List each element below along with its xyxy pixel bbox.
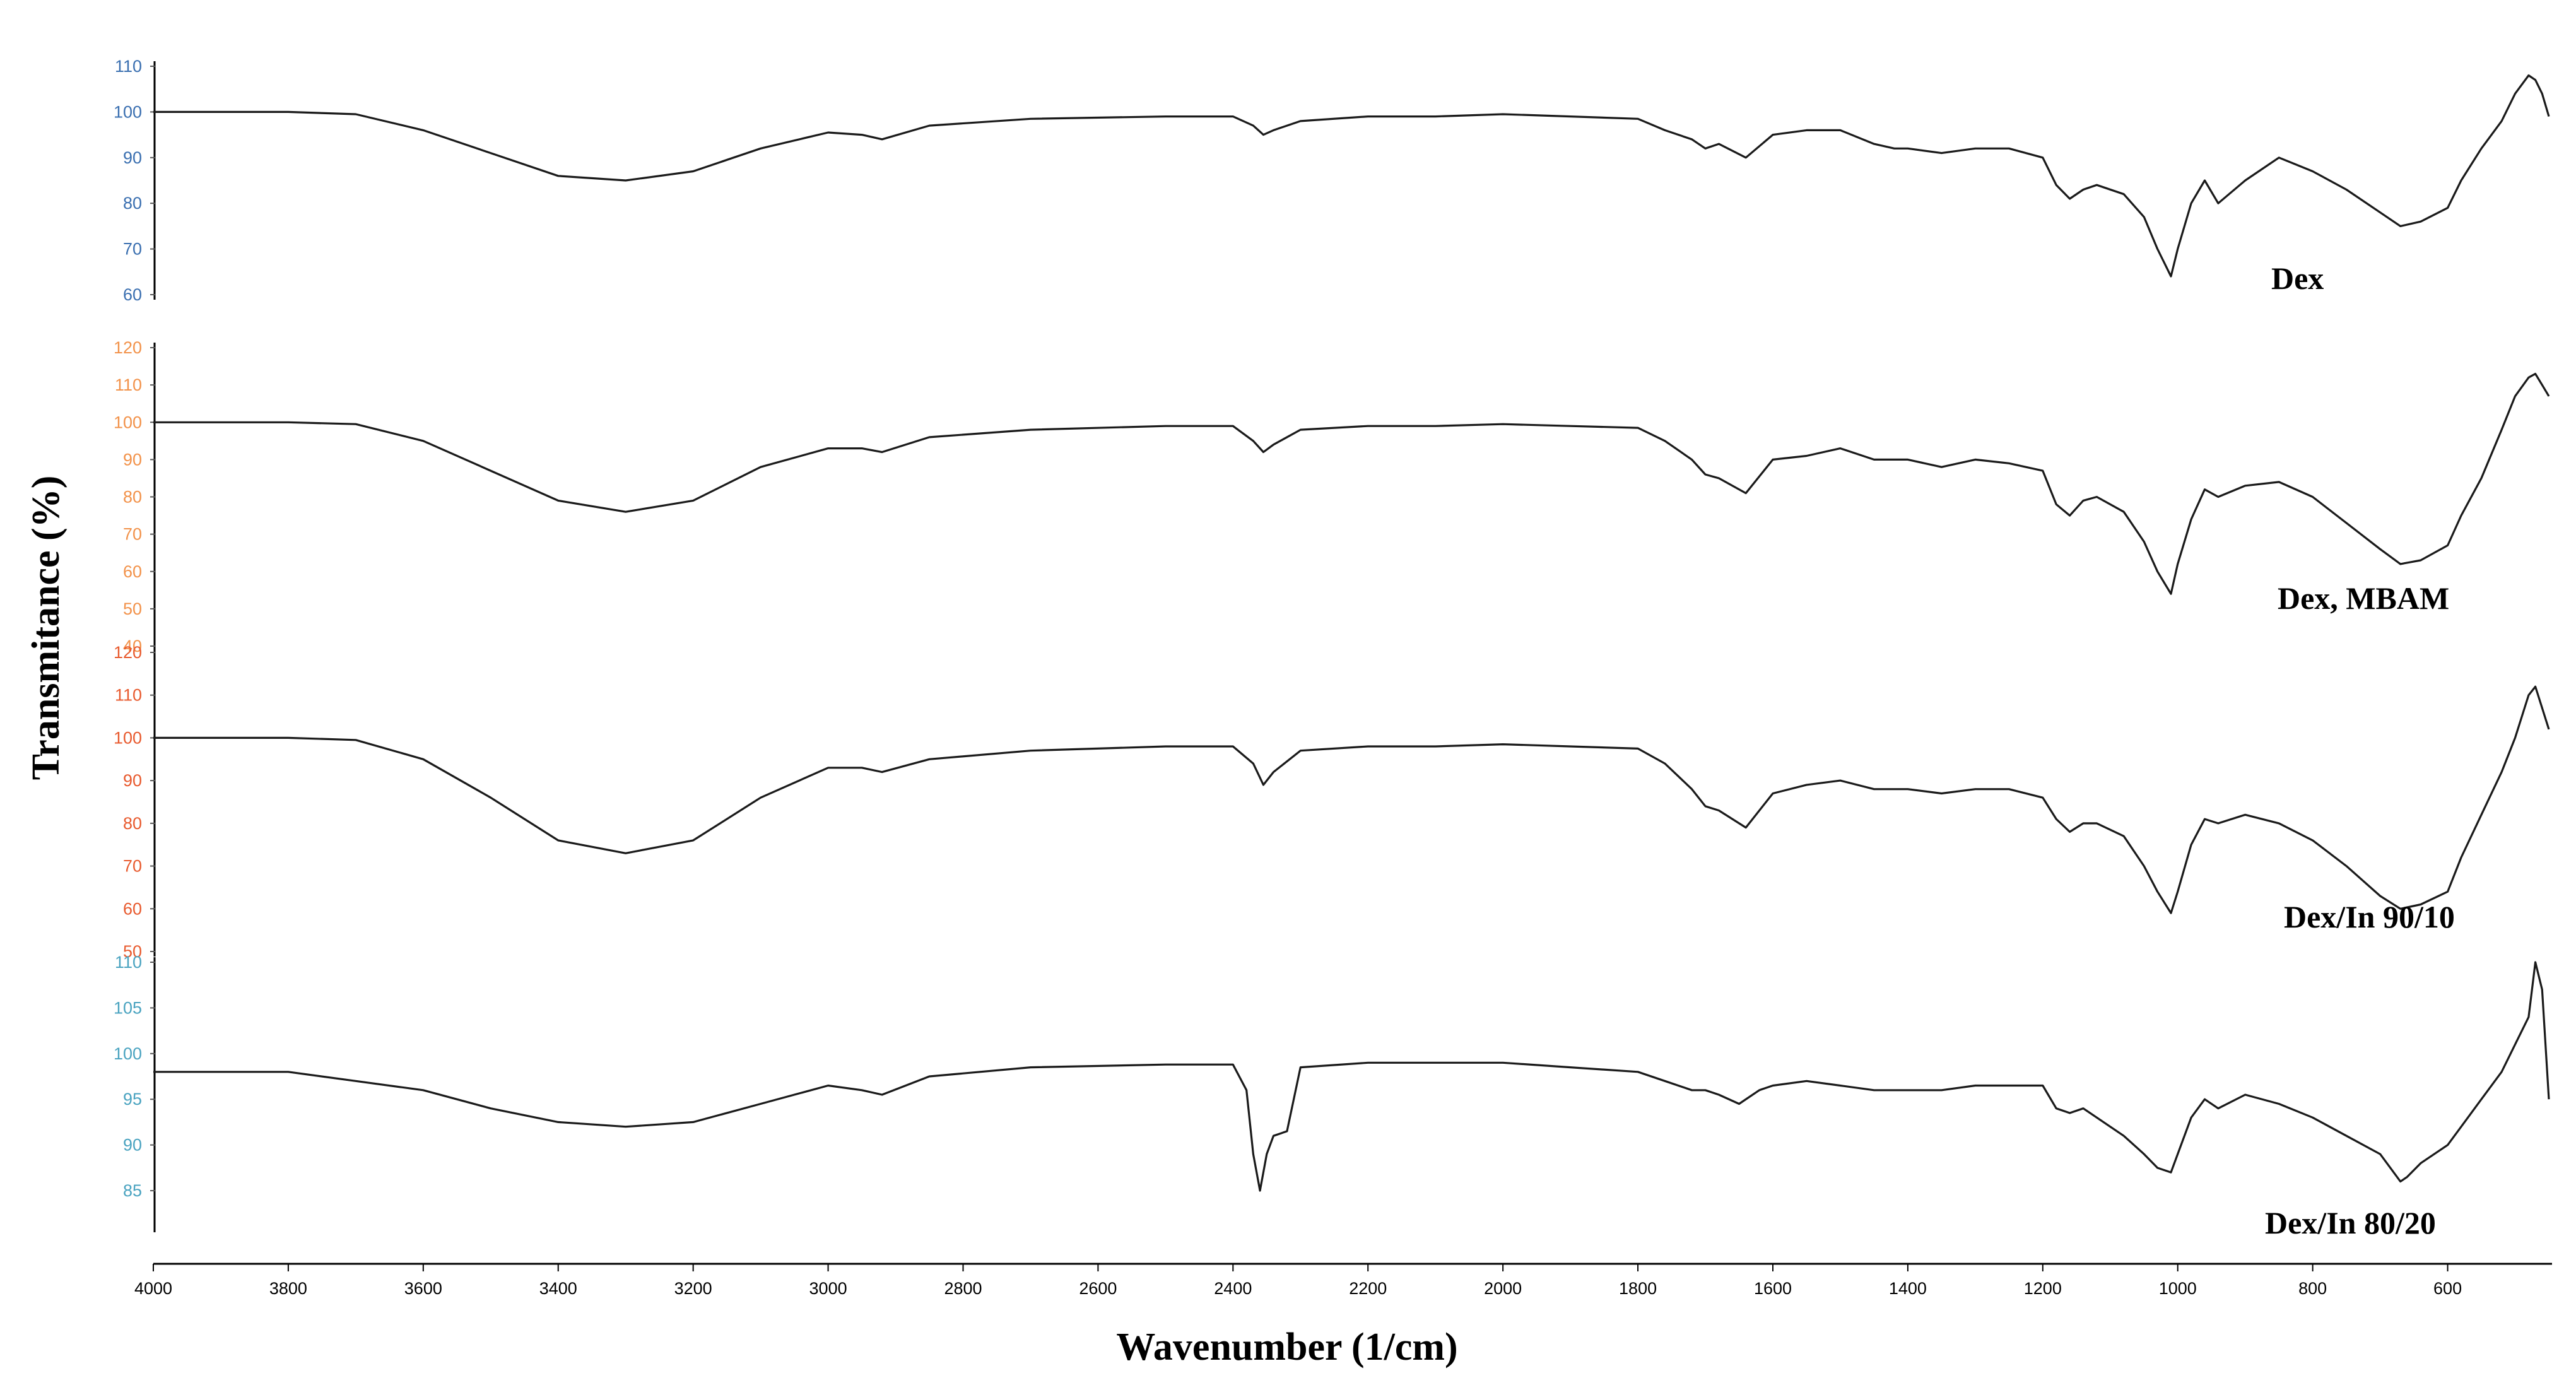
x-tick-label: 2000 xyxy=(1484,1279,1522,1298)
y-tick-label: 60 xyxy=(123,285,142,304)
x-tick-label: 800 xyxy=(2298,1279,2327,1298)
x-tick-label: 3800 xyxy=(269,1279,307,1298)
y-tick-label: 90 xyxy=(123,1136,142,1155)
y-tick-label: 120 xyxy=(114,643,142,662)
panel-3: 120 110 100 90 80 70 60 50 Dex/In 90/10 xyxy=(114,643,2550,961)
x-tick-label: 1600 xyxy=(1754,1279,1792,1298)
y-tick-label: 85 xyxy=(123,1181,142,1200)
y-tick-label: 70 xyxy=(123,525,142,544)
panel-4: 110 105 100 95 90 85 Dex/In 80/20 xyxy=(114,953,2550,1240)
spectrum-line xyxy=(153,74,2550,278)
y-tick-label: 95 xyxy=(123,1090,142,1109)
x-tick-label: 2400 xyxy=(1214,1279,1252,1298)
y-tick-label: 100 xyxy=(114,728,142,747)
x-tick-label: 1200 xyxy=(2024,1279,2062,1298)
x-tick-label: 2800 xyxy=(944,1279,982,1298)
y-axis-title: Transmitance (%) xyxy=(25,476,68,780)
series-label: Dex/In 90/10 xyxy=(2284,899,2455,934)
spectrum-line xyxy=(153,685,2550,914)
y-tick-label: 60 xyxy=(123,899,142,918)
y-tick-label: 105 xyxy=(114,998,142,1017)
y-tick-label: 60 xyxy=(123,562,142,581)
y-tick-label: 110 xyxy=(115,686,142,705)
x-tick-label: 3400 xyxy=(539,1279,577,1298)
y-tick-label: 40 xyxy=(123,637,142,656)
spectrum-line xyxy=(153,961,2550,1192)
panel-1: 110 100 90 80 70 60 Dex xyxy=(114,57,2550,304)
y-tick-label: 70 xyxy=(123,240,142,259)
x-tick-label: 3200 xyxy=(674,1279,712,1298)
x-tick-label: 4000 xyxy=(134,1279,172,1298)
y-tick-label: 50 xyxy=(123,599,142,618)
y-tick-label: 110 xyxy=(115,953,142,972)
y-tick-label: 100 xyxy=(114,413,142,432)
y-tick-label: 50 xyxy=(123,942,142,961)
x-tick-label: 1800 xyxy=(1619,1279,1657,1298)
x-axis: 4000 3800 3600 3400 3200 3000 2800 2600 2400 2200… xyxy=(134,1263,2552,1298)
y-tick-label: 80 xyxy=(123,488,142,507)
series-label: Dex, MBAM xyxy=(2278,580,2449,616)
panel-2: 120 110 100 90 80 70 60 50 40 Dex, MBAM xyxy=(114,338,2550,656)
y-tick-label: 70 xyxy=(123,857,142,876)
y-tick-label: 100 xyxy=(114,102,142,121)
series-label: Dex xyxy=(2271,261,2324,296)
x-tick-label: 3000 xyxy=(809,1279,847,1298)
x-tick-label: 1000 xyxy=(2159,1279,2197,1298)
y-tick-label: 120 xyxy=(114,338,142,357)
x-tick-label: 600 xyxy=(2433,1279,2462,1298)
x-tick-label: 2600 xyxy=(1079,1279,1117,1298)
x-tick-label: 1400 xyxy=(1889,1279,1927,1298)
series-label: Dex/In 80/20 xyxy=(2265,1205,2436,1240)
y-tick-label: 100 xyxy=(114,1044,142,1063)
y-tick-label: 110 xyxy=(115,57,142,76)
y-tick-label: 90 xyxy=(123,771,142,790)
y-tick-label: 80 xyxy=(123,194,142,213)
y-tick-label: 90 xyxy=(123,450,142,469)
x-axis-title: Wavenumber (1/cm) xyxy=(1116,1326,1457,1369)
y-tick-label: 80 xyxy=(123,814,142,833)
spectrum-line xyxy=(153,372,2550,595)
y-tick-label: 90 xyxy=(123,148,142,167)
x-tick-label: 3600 xyxy=(404,1279,442,1298)
spectra-panels: 110 100 90 80 70 60 Dex 120 110 100 90 80 70 60 50 40 De… xyxy=(114,57,2550,1240)
x-tick-label: 2200 xyxy=(1349,1279,1387,1298)
y-tick-label: 110 xyxy=(115,375,142,394)
